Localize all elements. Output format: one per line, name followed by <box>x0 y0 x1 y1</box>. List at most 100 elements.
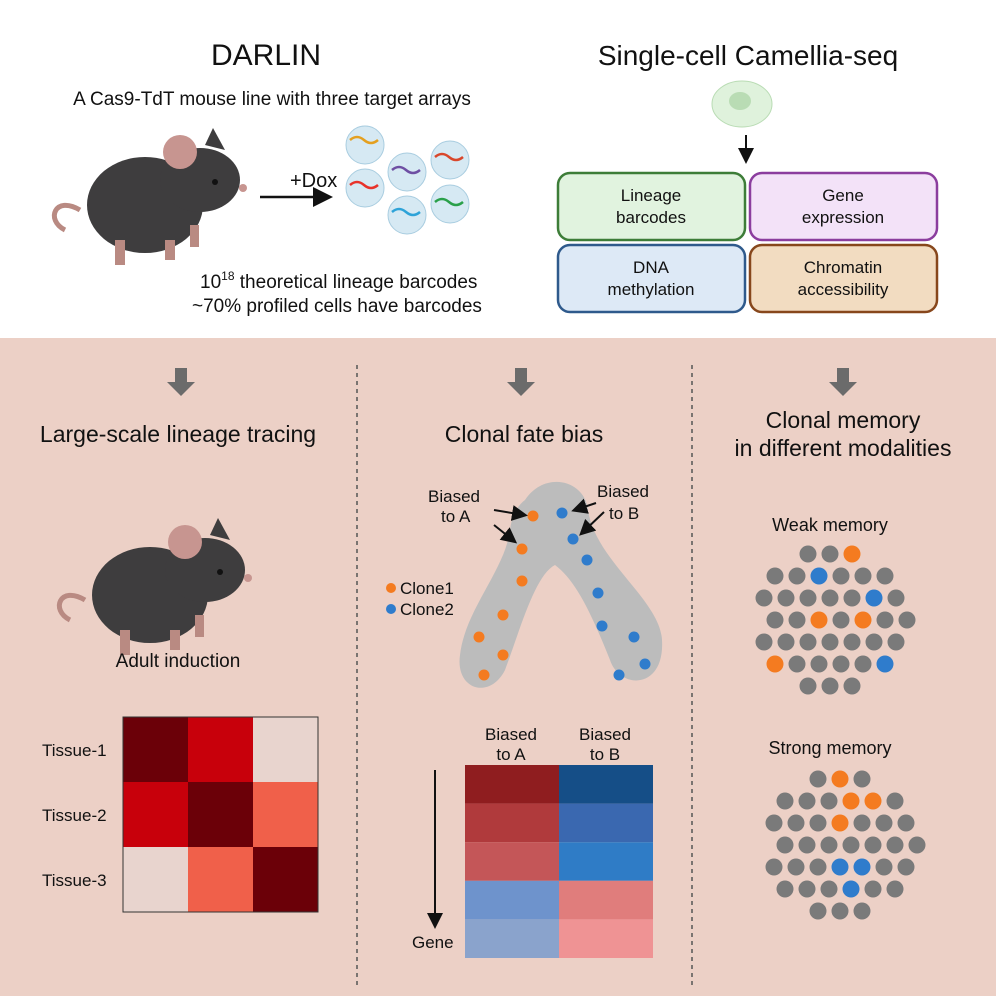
heatmap-cell <box>465 842 559 881</box>
gray-cell <box>821 545 839 563</box>
panel3-title: in different modalities <box>735 435 952 461</box>
heatmap-cell <box>559 919 653 958</box>
modality-label: expression <box>802 208 884 227</box>
gray-cell <box>875 858 893 876</box>
legend-clone1: Clone1 <box>400 579 454 598</box>
gray-cell <box>809 858 827 876</box>
modality-label: accessibility <box>798 280 889 299</box>
gray-cell <box>887 633 905 651</box>
gray-cell <box>854 655 872 673</box>
weak-memory-label: Weak memory <box>772 515 888 535</box>
gray-cell <box>821 589 839 607</box>
heatmap-cell <box>123 782 188 847</box>
col-label: to B <box>590 745 620 764</box>
gray-cell <box>821 633 839 651</box>
heatmap-cell <box>559 765 653 804</box>
gray-cell <box>864 880 882 898</box>
modality-label: methylation <box>608 280 695 299</box>
heatmap-cell <box>559 842 653 881</box>
modality-label: DNA <box>633 258 670 277</box>
barcode-stat-2: ~70% profiled cells have barcodes <box>192 296 482 317</box>
down-block-arrow-icon <box>507 368 535 396</box>
clone1-dot <box>527 510 539 522</box>
gray-cell <box>864 836 882 854</box>
gray-cell <box>776 880 794 898</box>
row-label: Tissue-2 <box>42 806 107 825</box>
gray-cell <box>820 880 838 898</box>
gray-cell <box>799 589 817 607</box>
camellia-title: Single-cell Camellia-seq <box>598 40 898 71</box>
clone1-dot <box>473 631 485 643</box>
gray-cell <box>787 814 805 832</box>
gray-cell <box>799 677 817 695</box>
gray-cell <box>843 589 861 607</box>
gray-cell <box>777 633 795 651</box>
heatmap-cell <box>253 782 318 847</box>
gray-cell <box>755 633 773 651</box>
col-label: to A <box>496 745 526 764</box>
cell-icon <box>387 152 427 192</box>
gray-cell <box>853 902 871 920</box>
gray-cell <box>755 589 773 607</box>
gray-cell <box>875 814 893 832</box>
gray-cell <box>821 677 839 695</box>
gray-cell <box>842 836 860 854</box>
cell-icon <box>345 125 385 165</box>
gray-cell <box>876 611 894 629</box>
modality-label: Lineage <box>621 186 682 205</box>
modality-box: DNA methylation <box>556 243 747 314</box>
gray-cell <box>897 858 915 876</box>
gray-cell <box>765 858 783 876</box>
gray-cell <box>886 836 904 854</box>
gray-cell <box>810 655 828 673</box>
row-label: Tissue-1 <box>42 741 107 760</box>
modality-box: Chromatin accessibility <box>748 243 939 314</box>
heatmap-cell <box>188 717 253 782</box>
gray-cell <box>766 567 784 585</box>
clone1-dot <box>516 575 528 587</box>
gray-cell <box>832 611 850 629</box>
orange-cell <box>831 814 849 832</box>
gray-cell <box>876 567 894 585</box>
gray-cell <box>798 836 816 854</box>
legend-clone2: Clone2 <box>400 600 454 619</box>
heatmap-cell <box>465 880 559 920</box>
gray-cell <box>853 814 871 832</box>
blue-cell <box>876 655 894 673</box>
darlin-subtitle: A Cas9-TdT mouse line with three target … <box>73 89 471 110</box>
down-block-arrow-icon <box>829 368 857 396</box>
row-label: Tissue-3 <box>42 871 107 890</box>
gray-cell <box>809 814 827 832</box>
heatmap-cell <box>188 847 253 912</box>
gray-cell <box>831 902 849 920</box>
biased-b-label: Biased <box>597 482 649 501</box>
biased-a-label: to A <box>441 507 471 526</box>
blue-cell <box>810 567 828 585</box>
gray-cell <box>908 836 926 854</box>
clone2-dot <box>592 587 604 599</box>
gray-cell <box>798 792 816 810</box>
clone-dots <box>473 507 651 681</box>
gray-cell <box>887 589 905 607</box>
pointer-arrow <box>579 511 605 536</box>
gray-cell <box>865 633 883 651</box>
clone2-dot <box>567 533 579 545</box>
gray-cell <box>788 567 806 585</box>
gray-cell <box>854 567 872 585</box>
gray-cell <box>787 858 805 876</box>
heatmap-cell <box>465 765 559 804</box>
gray-cell <box>765 814 783 832</box>
darlin-title: DARLIN <box>211 39 321 72</box>
clone1-dot <box>497 609 509 621</box>
clone1-dot <box>516 543 528 555</box>
gray-cell <box>832 655 850 673</box>
orange-cell <box>810 611 828 629</box>
cell-icon <box>430 140 470 180</box>
modality-label: Gene <box>822 186 864 205</box>
gray-cell <box>843 677 861 695</box>
gray-cell <box>809 902 827 920</box>
barcoded-cells <box>345 125 470 235</box>
modality-label: Chromatin <box>804 258 882 277</box>
blue-cell <box>853 858 871 876</box>
